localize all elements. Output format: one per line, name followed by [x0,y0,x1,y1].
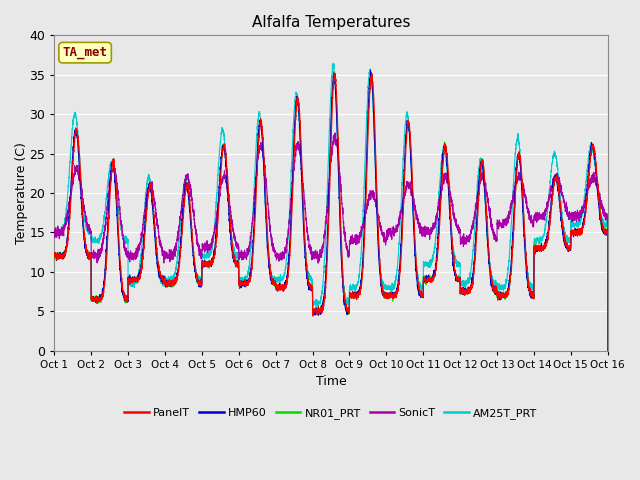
X-axis label: Time: Time [316,375,346,388]
Title: Alfalfa Temperatures: Alfalfa Temperatures [252,15,410,30]
Legend: PanelT, HMP60, NR01_PRT, SonicT, AM25T_PRT: PanelT, HMP60, NR01_PRT, SonicT, AM25T_P… [120,404,542,423]
Y-axis label: Temperature (C): Temperature (C) [15,142,28,244]
Text: TA_met: TA_met [63,46,108,59]
